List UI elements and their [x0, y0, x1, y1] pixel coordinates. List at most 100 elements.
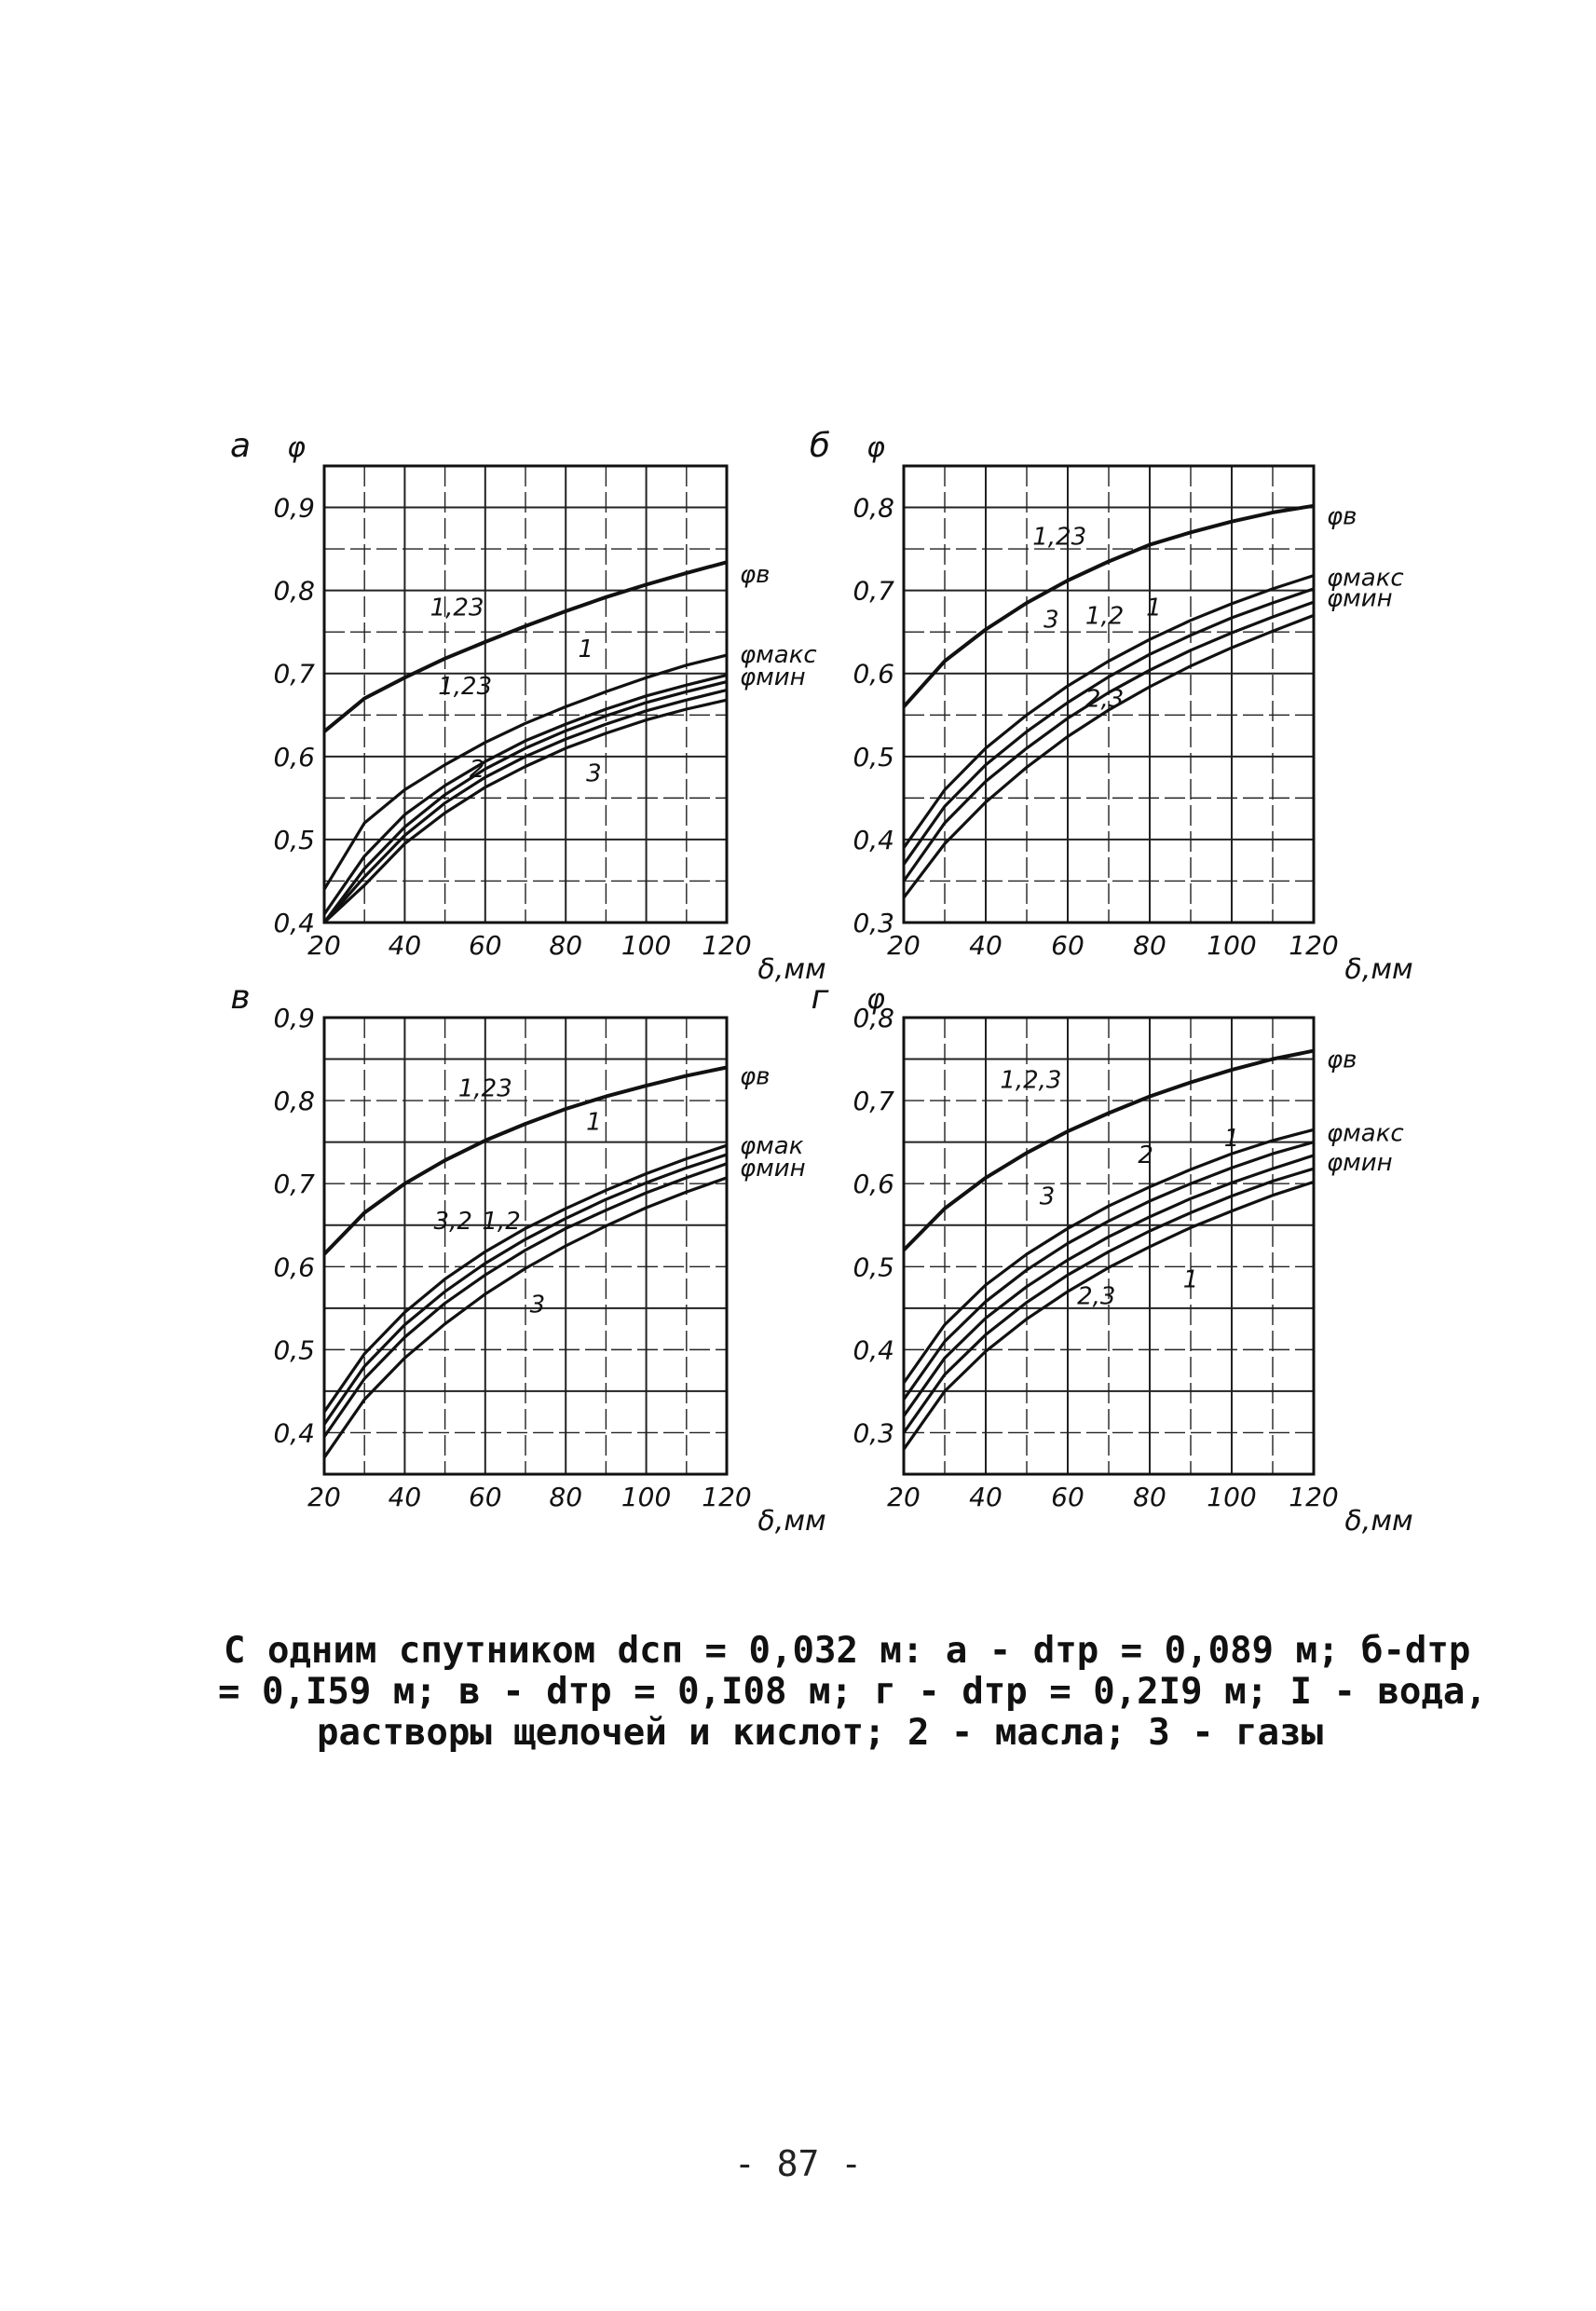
- x-axis-label: δ,мм: [757, 1505, 825, 1538]
- curve-group-label: φв: [1327, 1046, 1357, 1074]
- plot-frame: [902, 1016, 1316, 1476]
- series-line-5: [322, 1176, 728, 1459]
- x-tick-label: 60: [469, 930, 502, 961]
- y-tick-label: 0,6: [273, 742, 315, 773]
- curve-group-label: φмин: [740, 1155, 806, 1183]
- y-tick-label: 0,5: [853, 1251, 894, 1282]
- series-line-5: [902, 1167, 1315, 1434]
- page-number: - 87 -: [733, 2143, 863, 2184]
- y-tick-label: 0,8: [273, 1086, 315, 1116]
- series-line-3: [322, 1153, 728, 1426]
- y-tick-label: 0,5: [273, 1334, 315, 1365]
- series-line-2: [322, 1143, 728, 1414]
- panel-label: г: [812, 978, 830, 1017]
- curve-group-label: φмак: [740, 1132, 804, 1160]
- caption-line-2: = 0,I59 м; в - dтр = 0,I08 м; г - dтр = …: [218, 1671, 1487, 1713]
- panel-label: в: [230, 978, 250, 1017]
- series-line-5: [902, 613, 1315, 899]
- series-line-2: [322, 653, 728, 891]
- x-tick-label: 120: [702, 1482, 751, 1512]
- x-tick-label: 40: [969, 1482, 1003, 1512]
- curve-group-label: φмин: [1327, 1149, 1393, 1177]
- series-line-3: [902, 1141, 1315, 1401]
- series-line-6: [322, 698, 728, 924]
- curve-annotation: 3,2: [434, 1208, 472, 1236]
- x-tick-label: 60: [1051, 930, 1084, 961]
- series-line-4: [322, 680, 728, 923]
- y-tick-label: 0,7: [273, 1169, 315, 1199]
- curve-annotation: 2: [1138, 1142, 1153, 1169]
- curve-group-label: φв: [1327, 503, 1357, 531]
- x-tick-label: 80: [549, 930, 582, 961]
- x-tick-label: 60: [469, 1482, 502, 1512]
- x-tick-label: 20: [887, 930, 921, 961]
- y-tick-label: 0,4: [853, 825, 894, 855]
- series-line-3: [902, 587, 1315, 866]
- curve-annotation: 1,23: [430, 594, 484, 622]
- series-line-2: [902, 574, 1315, 849]
- y-tick-label: 0,9: [273, 493, 315, 524]
- x-tick-label: 20: [307, 930, 341, 961]
- curve-group-label: φмакс: [740, 641, 817, 669]
- x-tick-label: 100: [621, 930, 671, 961]
- series-line-1: [322, 1065, 728, 1256]
- curve-group-label: φмин: [1327, 585, 1393, 613]
- y-tick-label: 0,8: [273, 576, 315, 607]
- curve-annotation: 1,2,3: [1000, 1067, 1061, 1095]
- x-tick-label: 20: [307, 1482, 341, 1512]
- caption-line-3: растворы щелочей и кислот; 2 - масла; 3 …: [317, 1712, 1324, 1754]
- y-tick-label: 0,4: [853, 1334, 894, 1365]
- curve-group-label: φв: [740, 1062, 770, 1090]
- x-tick-label: 100: [1207, 930, 1256, 961]
- curve-group-label: φмин: [740, 663, 806, 691]
- y-tick-label: 0,6: [273, 1251, 315, 1282]
- x-tick-label: 120: [1289, 930, 1338, 961]
- curve-annotation: 1: [579, 636, 594, 663]
- series-line-2: [902, 1128, 1315, 1384]
- y-tick-label: 0,5: [273, 825, 315, 855]
- x-tick-label: 80: [1133, 930, 1166, 961]
- y-axis-label: φ: [287, 431, 306, 464]
- y-tick-label: 0,6: [853, 1169, 894, 1199]
- series-line-1: [322, 560, 728, 733]
- x-tick-label: 120: [1289, 1482, 1338, 1512]
- x-axis-label: δ,мм: [1344, 953, 1412, 986]
- y-tick-label: 0,5: [853, 742, 894, 773]
- panel-label: б: [810, 427, 830, 465]
- x-tick-label: 80: [549, 1482, 582, 1512]
- curve-annotation: 1: [1183, 1266, 1199, 1294]
- y-tick-label: 0,7: [853, 576, 894, 607]
- y-tick-label: 0,7: [273, 659, 315, 690]
- series-line-4: [902, 1154, 1315, 1417]
- series-line-4: [322, 1162, 728, 1438]
- figure-caption: С одним спутником dсп = 0,032 м: а - dтр…: [218, 1631, 1487, 1754]
- plot-frame: [322, 1016, 729, 1476]
- series-line-1: [902, 1048, 1315, 1251]
- y-tick-label: 0,3: [853, 908, 894, 938]
- curve-annotation: 2,3: [1077, 1282, 1115, 1310]
- curve-annotation: 1: [1224, 1125, 1240, 1153]
- curve-annotation: 1,2: [482, 1208, 520, 1236]
- y-axis-label: φ: [866, 431, 885, 464]
- curve-annotation: 1,23: [458, 1075, 512, 1103]
- curve-annotation: 1,2: [1085, 602, 1124, 630]
- curve-annotation: 1,23: [1032, 524, 1086, 552]
- y-axis-label: φ: [866, 983, 885, 1016]
- x-tick-label: 100: [1207, 1482, 1256, 1512]
- x-tick-label: 20: [887, 1482, 921, 1512]
- curve-annotation: 2,3: [1085, 685, 1124, 713]
- y-tick-label: 0,4: [273, 908, 315, 938]
- series-line-1: [902, 503, 1315, 708]
- x-tick-label: 40: [389, 930, 422, 961]
- x-tick-label: 80: [1133, 1482, 1166, 1512]
- y-tick-label: 0,8: [853, 493, 894, 524]
- curve-group-label: φмакс: [1327, 1120, 1404, 1148]
- y-tick-label: 0,6: [853, 659, 894, 690]
- plot-frame: [902, 464, 1316, 924]
- plot-frame: [322, 464, 729, 924]
- y-tick-label: 0,8: [853, 1003, 894, 1033]
- curve-annotation: 1: [1146, 594, 1162, 622]
- series-line-6: [902, 1180, 1315, 1451]
- x-axis-label: δ,мм: [1344, 1505, 1412, 1538]
- y-tick-label: 0,9: [273, 1003, 315, 1033]
